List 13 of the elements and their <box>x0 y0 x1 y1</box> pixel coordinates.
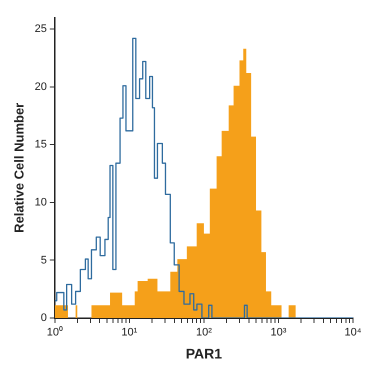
x-axis-title: PAR1 <box>186 345 222 362</box>
y-tick-label: 5 <box>40 254 47 266</box>
x-tick-label: 10⁴ <box>344 326 362 339</box>
y-tick-label: 15 <box>34 138 47 151</box>
x-tick-label: 10³ <box>270 326 287 339</box>
y-tick-label: 10 <box>34 196 47 208</box>
x-tick-label: 10⁰ <box>46 326 63 339</box>
x-tick-label: 10¹ <box>121 326 138 339</box>
y-axis-title: Relative Cell Number <box>11 102 26 233</box>
y-tick-label: 25 <box>34 23 47 36</box>
x-tick-label: 10² <box>196 326 212 339</box>
y-tick-label: 20 <box>34 80 47 93</box>
y-tick-label: 0 <box>40 312 47 324</box>
